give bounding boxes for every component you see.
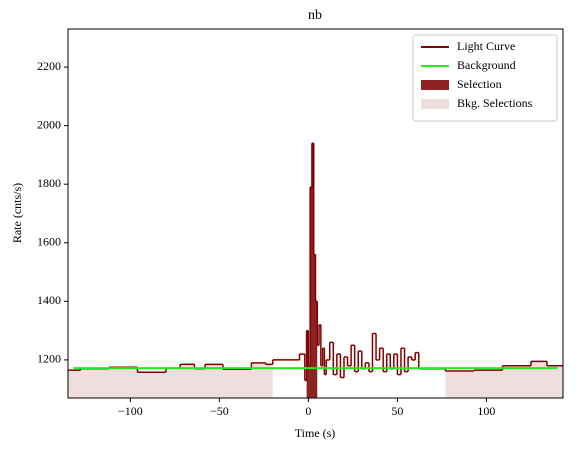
x-axis-label: Time (s) — [295, 426, 336, 440]
y-tick-label: 1400 — [37, 293, 61, 307]
legend-label: Background — [457, 58, 516, 72]
y-axis-label: Rate (cnts/s) — [10, 183, 24, 243]
y-tick-label: 1600 — [37, 235, 61, 249]
plot-frame — [67, 28, 564, 399]
legend-label: Selection — [457, 77, 502, 91]
chart-title: nb — [308, 8, 322, 23]
y-tick-label: 1800 — [37, 176, 61, 190]
x-tick-label: −100 — [118, 404, 143, 418]
x-tick-label: −50 — [210, 404, 229, 418]
y-tick-label: 2200 — [37, 59, 61, 73]
legend-label: Bkg. Selections — [457, 96, 533, 110]
x-tick-label: 0 — [305, 404, 311, 418]
legend-label: Light Curve — [457, 39, 515, 53]
plot-area — [68, 142, 563, 398]
x-tick-label: 50 — [391, 404, 403, 418]
selection-fill — [306, 143, 318, 398]
y-tick-label: 1200 — [37, 352, 61, 366]
legend-swatch — [421, 99, 449, 109]
x-tick-label: 100 — [477, 404, 495, 418]
selection-fill — [68, 359, 273, 398]
legend-swatch — [421, 80, 449, 90]
y-tick-label: 2000 — [37, 117, 61, 131]
